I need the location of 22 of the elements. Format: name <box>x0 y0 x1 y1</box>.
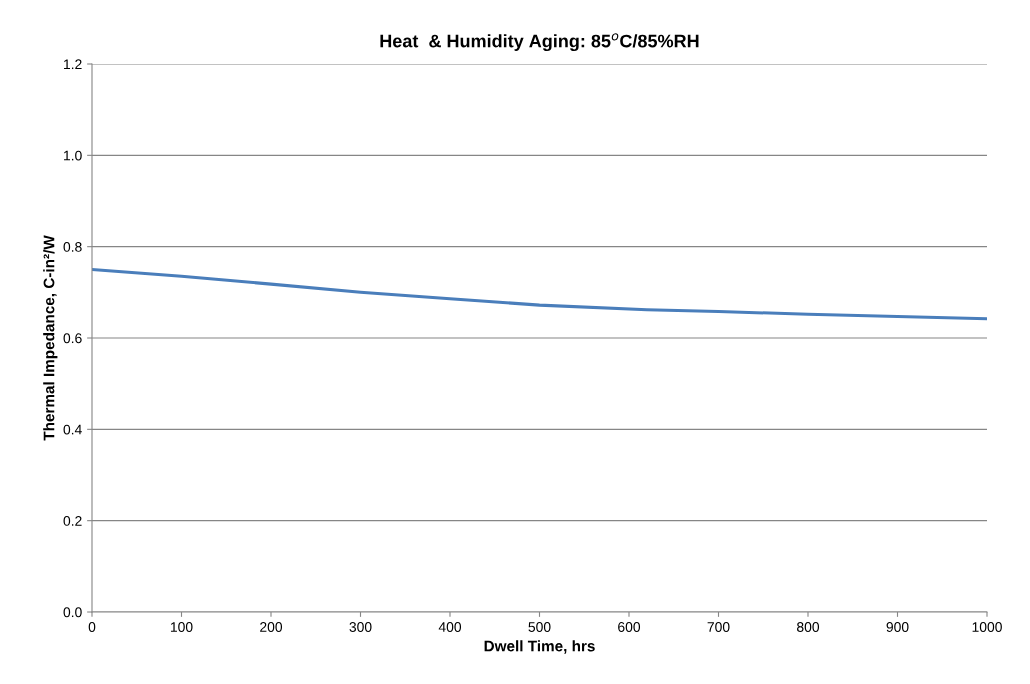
y-tick-label: 0.8 <box>63 242 82 252</box>
x-tick-label: 1000 <box>972 622 1002 632</box>
x-tick-label: 800 <box>797 622 820 632</box>
x-axis-title: Dwell Time, hrs <box>484 640 595 654</box>
y-tick-label: 1.2 <box>64 59 82 70</box>
chart-title: Heat & Humidity Aging: 85$^{o}$C/85%RH <box>380 33 699 52</box>
y-tick-label: 0.0 <box>63 607 82 618</box>
x-tick-label: 600 <box>618 622 641 632</box>
x-tick-label: 0 <box>88 622 96 632</box>
y-tick-label: 0.4 <box>63 424 82 435</box>
x-tick-label: 900 <box>886 622 909 632</box>
x-tick-label: 200 <box>260 622 283 632</box>
y-axis-title: Thermal Impedance, C-in²/W <box>43 235 58 441</box>
y-tick-label: 0.6 <box>63 333 82 344</box>
x-tick-label: 300 <box>349 622 372 632</box>
x-tick-label: 400 <box>438 622 462 632</box>
y-tick-label: 0.2 <box>63 516 82 526</box>
x-tick-label: 100 <box>170 622 193 632</box>
line-series <box>92 267 987 321</box>
x-tick-label: 500 <box>528 622 551 632</box>
x-tick-label: 700 <box>707 622 730 632</box>
y-tick-label: 1.0 <box>64 150 82 161</box>
